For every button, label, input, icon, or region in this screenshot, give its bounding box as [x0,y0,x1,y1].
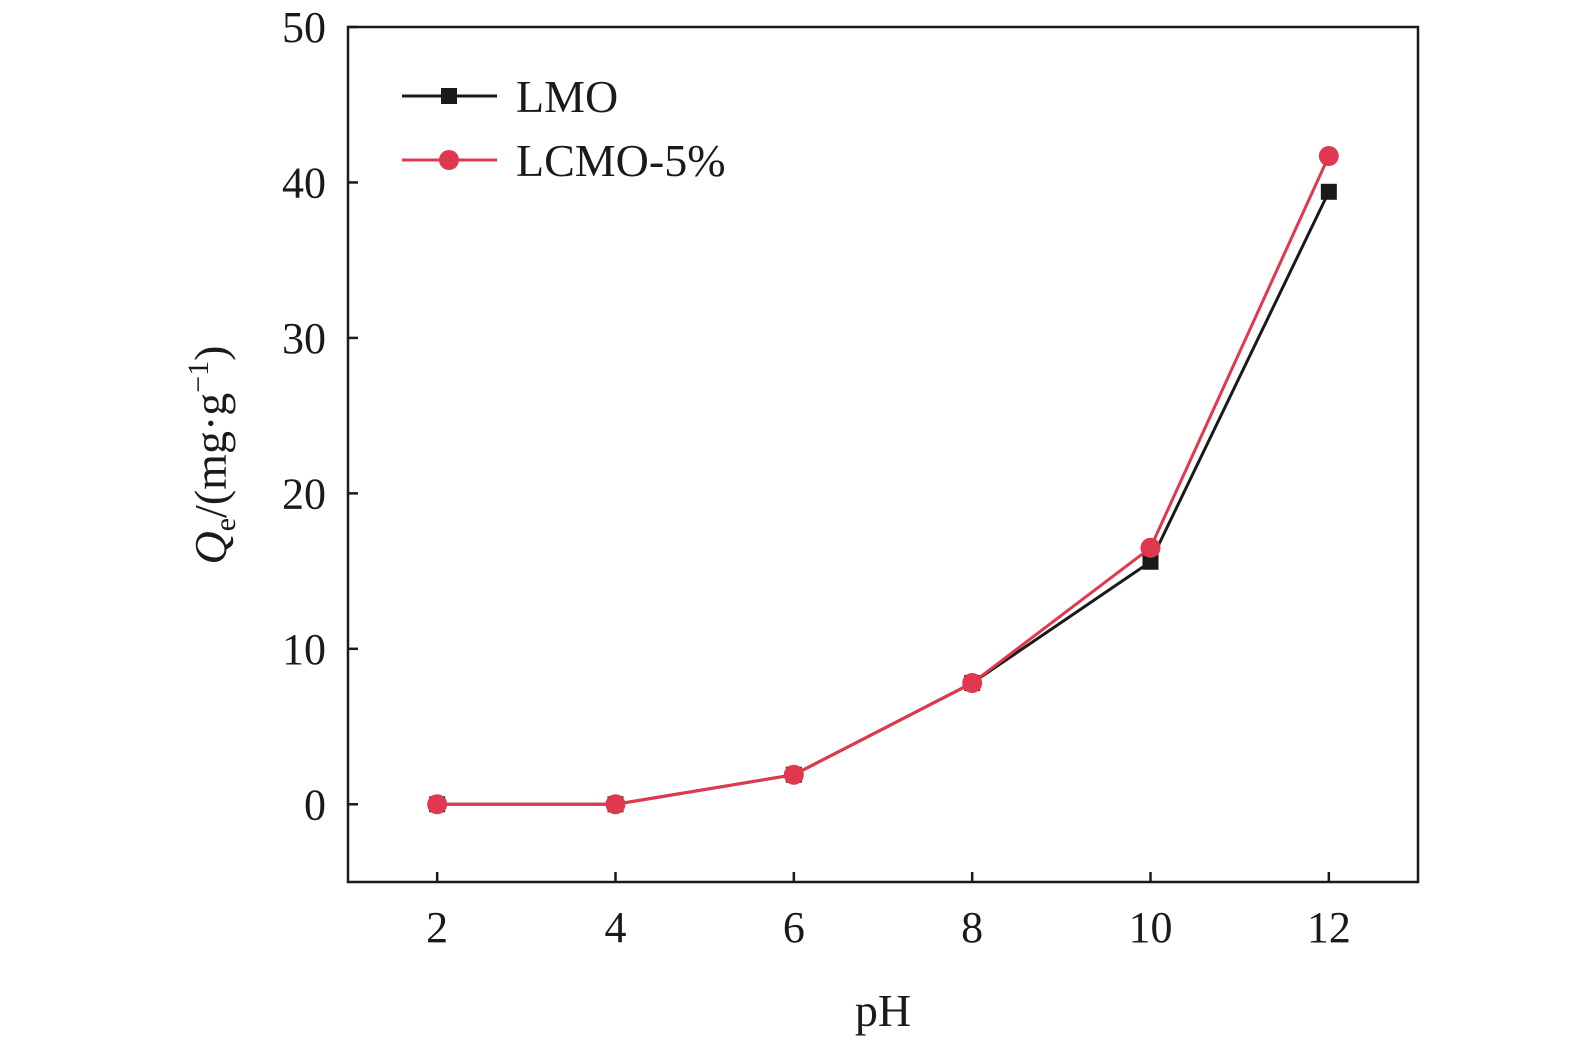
y-axis-unit-prefix: /(mg·g [185,393,236,518]
y-axis-subscript: e [209,518,242,531]
data-point-lcmo-5 [1140,537,1161,558]
data-point-lcmo-5 [427,794,448,815]
x-axis: 2 4 6 8 10 12 [426,872,1351,952]
legend-label-lmo: LMO [516,71,618,122]
series-lmo [429,183,1337,813]
legend: LMO LCMO-5% [402,71,726,186]
x-tick-label: 2 [426,903,448,952]
y-tick-label: 30 [282,314,326,363]
x-tick-label: 10 [1129,903,1173,952]
y-tick-label: 40 [282,158,326,207]
legend-item-lcmo: LCMO-5% [402,135,726,186]
x-tick-label: 12 [1307,903,1351,952]
y-axis: 0 10 20 30 40 50 [282,3,358,829]
y-tick-label: 20 [282,469,326,518]
data-point-lmo [1320,183,1337,200]
data-point-lcmo-5 [1318,146,1339,167]
y-tick-label: 50 [282,3,326,52]
legend-label-lcmo: LCMO-5% [516,135,726,186]
legend-square-marker [441,88,457,104]
legend-item-lmo: LMO [402,71,618,122]
series-lcmo-5 [427,146,1339,815]
x-tick-label: 6 [783,903,805,952]
y-tick-label: 0 [304,780,326,829]
y-axis-title: Qe/(mg·g−1) [182,345,242,564]
plot-frame [346,25,1420,884]
series-line-lcmo-5 [437,155,1331,806]
y-axis-unit-superscript: −1 [182,361,215,393]
data-point-lcmo-5 [605,794,626,815]
data-point-lcmo-5 [783,764,804,785]
y-axis-unit-suffix: ) [185,345,236,360]
x-tick-label: 4 [605,903,627,952]
series-layer [427,146,1339,815]
data-point-lcmo-5 [962,673,983,694]
series-line-lmo [437,191,1331,806]
x-tick-label: 8 [961,903,983,952]
y-tick-label: 10 [282,625,326,674]
data-point-lmo [1142,553,1159,570]
legend-circle-marker [439,150,459,170]
x-axis-title: pH [855,985,911,1036]
y-axis-symbol: Q [185,531,236,564]
